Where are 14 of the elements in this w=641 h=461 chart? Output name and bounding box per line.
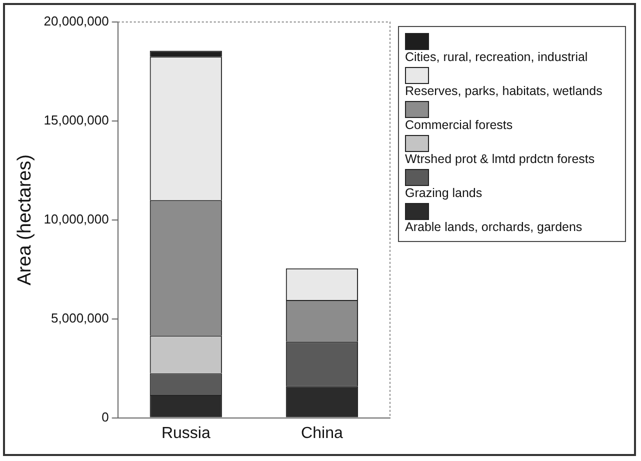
x-tick-label: China: [301, 424, 343, 442]
legend-label: Grazing lands: [405, 186, 484, 201]
y-tick-label: 10,000,000: [44, 211, 109, 226]
legend-label: Reserves, parks, habitats, wetlands: [405, 84, 604, 99]
y-tick-label: 0: [102, 409, 109, 424]
y-tick-label: 20,000,000: [44, 14, 109, 29]
legend-label: Wtrshed prot & lmtd prdctn forests: [405, 152, 596, 167]
legend-label: Arable lands, orchards, gardens: [405, 220, 584, 235]
y-tick-label: 5,000,000: [51, 310, 109, 326]
y-tick-label: 15,000,000: [44, 112, 109, 128]
x-tick-label: Russia: [161, 424, 210, 442]
y-axis-title: Area (hectares): [14, 154, 36, 286]
legend-label: Cities, rural, recreation, industrial: [405, 50, 589, 65]
legend-label: Commercial forests: [405, 118, 514, 133]
